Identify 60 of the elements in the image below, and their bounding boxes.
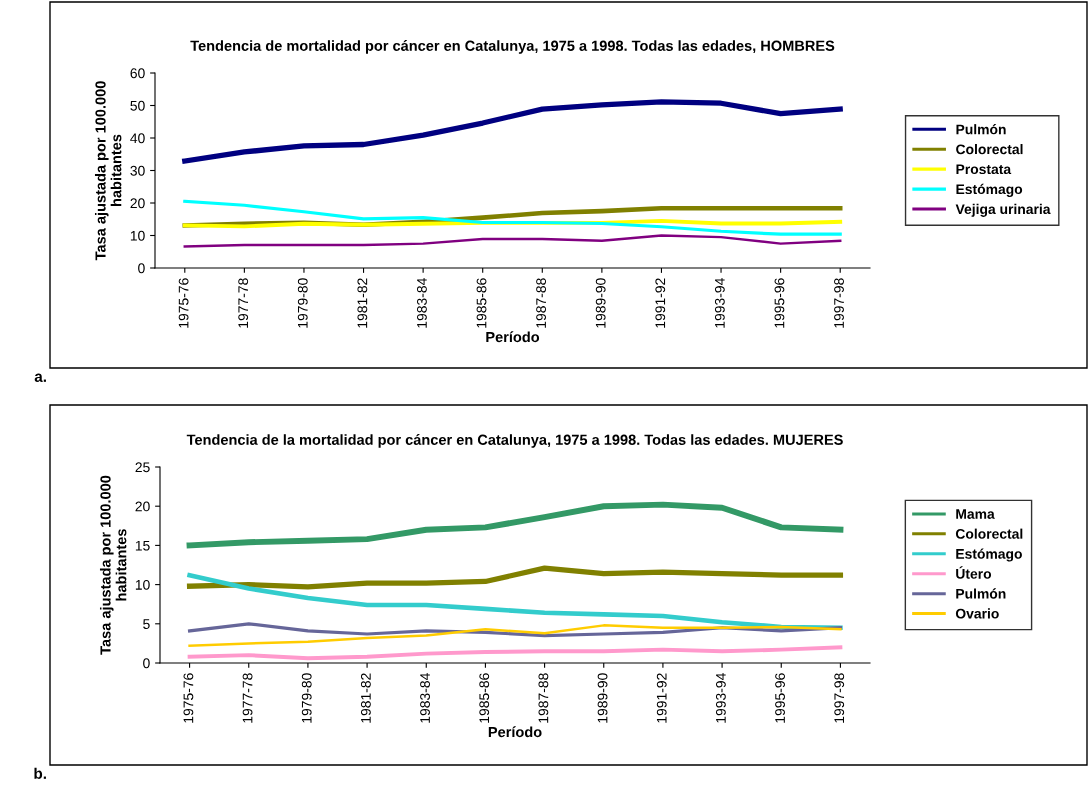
y-tick-label: 5 — [143, 619, 150, 629]
y-tick-label: 20 — [130, 198, 145, 209]
x-tick-label: 1985-86 — [479, 673, 490, 723]
legend-label: Estómago — [956, 183, 1023, 197]
x-tick-label: 1983-84 — [417, 278, 427, 328]
x-tick-label: 1987-88 — [536, 278, 547, 328]
x-tick-label: 1975-76 — [178, 278, 189, 328]
x-tick-label: 1977-78 — [238, 278, 249, 328]
y-tick-label: 30 — [130, 165, 145, 176]
y-tick-label: 0 — [138, 263, 145, 274]
y-tick-label: 60 — [130, 68, 145, 79]
line-series — [183, 234, 842, 248]
legend-label: Colorectal — [956, 144, 1023, 155]
y-tick-label: 20 — [135, 501, 150, 512]
x-tick-label: 1997-98 — [834, 673, 845, 723]
line-series — [183, 199, 842, 236]
x-tick-label: 1991-92 — [655, 278, 666, 328]
x-tick-label: 1993-94 — [714, 278, 725, 328]
x-tick-label: 1995-96 — [774, 278, 785, 328]
legend-label: Pulmón — [956, 588, 1006, 599]
x-axis-title: Período — [488, 726, 542, 738]
x-tick-label: 1981-82 — [357, 278, 368, 328]
y-tick-label: 50 — [130, 100, 145, 111]
legend-label: Útero — [956, 566, 992, 579]
line-series — [187, 645, 843, 661]
y-axis-title: Tasa ajustada por 100.000 habitantes — [94, 81, 122, 261]
x-tick-label: 1991-92 — [656, 673, 667, 723]
x-tick-label: 1993-94 — [715, 673, 726, 723]
x-tick-label: 1995-96 — [775, 673, 785, 723]
text: a. — [34, 373, 46, 382]
x-tick-label: 1979-80 — [301, 673, 312, 723]
x-tick-label: 1985-86 — [476, 278, 487, 328]
line-series — [188, 624, 842, 647]
x-tick-label: 1977-78 — [242, 673, 253, 723]
x-tick-label: 1989-90 — [595, 278, 606, 328]
legend-label: Colorectal — [955, 528, 1023, 539]
legend-label: Vejiga urinaria — [955, 203, 1051, 217]
x-axis-title: Período — [486, 331, 540, 343]
text: b. — [34, 767, 46, 779]
x-tick-label: 1997-98 — [834, 278, 844, 328]
y-tick-label: 0 — [143, 658, 150, 669]
y-tick-label: 10 — [130, 230, 145, 241]
x-tick-label: 1983-84 — [420, 673, 430, 723]
chart-title: Tendencia de la mortalidad por cáncer en Catalunya, 1975 a 1998. Todas las edades. MUJERES — [186, 434, 843, 448]
x-tick-label: 1981-82 — [360, 673, 371, 723]
legend-label: Mama — [956, 509, 995, 519]
legend-label: Pulmón — [956, 124, 1006, 135]
legend-label: Ovario — [955, 608, 999, 619]
legend-label: Estómago — [956, 548, 1022, 562]
y-axis-title: Tasa ajustada por 100.000 habitantes — [99, 475, 127, 655]
x-tick-label: 1975-76 — [183, 673, 194, 723]
y-tick-label: 10 — [135, 579, 150, 590]
legend-label: Prostata — [956, 164, 1012, 175]
x-tick-label: 1979-80 — [297, 278, 308, 328]
y-tick-label: 40 — [130, 133, 145, 144]
y-tick-label: 25 — [135, 462, 150, 473]
chart-title: Tendencia de mortalidad por cáncer en Catalunya, 1975 a 1998. Todas las edades, HOMBRES — [190, 40, 835, 54]
y-tick-label: 15 — [135, 540, 150, 551]
x-tick-label: 1989-90 — [597, 673, 608, 723]
x-tick-label: 1987-88 — [538, 673, 549, 723]
